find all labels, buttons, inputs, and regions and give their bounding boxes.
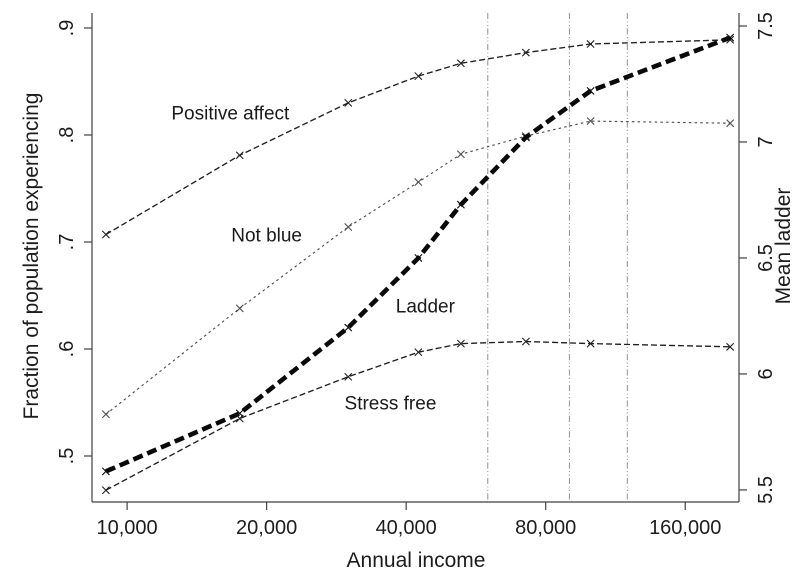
data-point-marker-positive-affect-17500	[235, 151, 244, 160]
y-left-axis-title: Fraction of population experiencing	[20, 93, 43, 420]
data-point-marker-positive-affect-100000	[586, 40, 595, 49]
series-line-ladder	[104, 35, 731, 474]
data-point-marker-stress-free-52500	[456, 339, 465, 348]
data-point-marker-stress-free-42500	[414, 348, 423, 357]
data-point-marker-ladder-72500	[521, 133, 530, 142]
series-line-positive-affect	[105, 39, 731, 236]
x-tick-label-10000: 10,000	[97, 517, 158, 539]
data-point-marker-stress-free-30000	[344, 372, 353, 381]
y-right-tick-label-6: 6	[755, 368, 777, 379]
y-right-tick-label-5.5: 5.5	[755, 476, 777, 504]
data-point-marker-ladder-9000	[101, 467, 110, 476]
series-label-positive-affect: Positive affect	[171, 104, 290, 125]
data-point-marker-stress-free-9000	[101, 486, 110, 495]
data-point-marker-stress-free-72500	[521, 337, 530, 346]
y-left-tick-label-.7: .7	[56, 234, 78, 251]
chart-generated-layer: Positive affect Not blue Ladder Stress free…	[56, 12, 777, 539]
data-point-marker-not-blue-30000	[344, 223, 353, 231]
data-point-marker-not-blue-200000	[726, 119, 735, 128]
data-point-marker-stress-free-17500	[235, 414, 244, 423]
x-axis-title: Annual income	[347, 549, 486, 572]
series-line-not-blue	[105, 120, 731, 415]
y-right-tick-label-7.5: 7.5	[755, 12, 777, 40]
data-point-marker-stress-free-200000	[726, 342, 735, 351]
series-label-stress-free: Stress free	[345, 394, 437, 415]
data-point-marker-not-blue-100000	[586, 117, 595, 126]
data-point-marker-ladder-42500	[414, 253, 423, 262]
data-point-marker-positive-affect-42500	[414, 72, 423, 81]
x-tick-label-160000: 160,000	[649, 517, 721, 539]
series-label-not-blue: Not blue	[231, 226, 302, 247]
series-line-stress-free	[105, 340, 731, 491]
data-point-marker-not-blue-52500	[456, 150, 465, 159]
data-point-marker-ladder-100000	[586, 86, 595, 95]
data-point-marker-positive-affect-72500	[521, 48, 530, 57]
x-tick-label-40000: 40,000	[376, 517, 437, 539]
data-point-marker-not-blue-9000	[101, 410, 110, 419]
data-point-marker-ladder-200000	[726, 33, 735, 42]
series-label-ladder: Ladder	[396, 297, 456, 318]
y-left-tick-label-.6: .6	[56, 341, 78, 358]
data-point-marker-stress-free-100000	[586, 339, 595, 348]
data-point-marker-ladder-52500	[456, 200, 465, 209]
y-left-tick-label-.5: .5	[56, 448, 78, 465]
y-left-tick-label-.9: .9	[56, 20, 78, 37]
data-point-marker-ladder-30000	[344, 323, 353, 332]
x-tick-label-80000: 80,000	[515, 517, 576, 539]
y-right-tick-label-6.5: 6.5	[755, 244, 777, 272]
y-left-tick-label-.8: .8	[56, 127, 78, 144]
data-point-marker-positive-affect-52500	[456, 59, 465, 68]
data-point-marker-positive-affect-30000	[344, 98, 353, 107]
data-point-marker-positive-affect-9000	[101, 230, 110, 239]
y-right-tick-label-7: 7	[755, 136, 777, 147]
y-right-axis-title: Mean ladder	[772, 188, 795, 305]
x-tick-label-20000: 20,000	[236, 517, 297, 539]
data-point-marker-not-blue-42500	[414, 178, 423, 187]
data-point-marker-not-blue-17500	[235, 304, 244, 313]
